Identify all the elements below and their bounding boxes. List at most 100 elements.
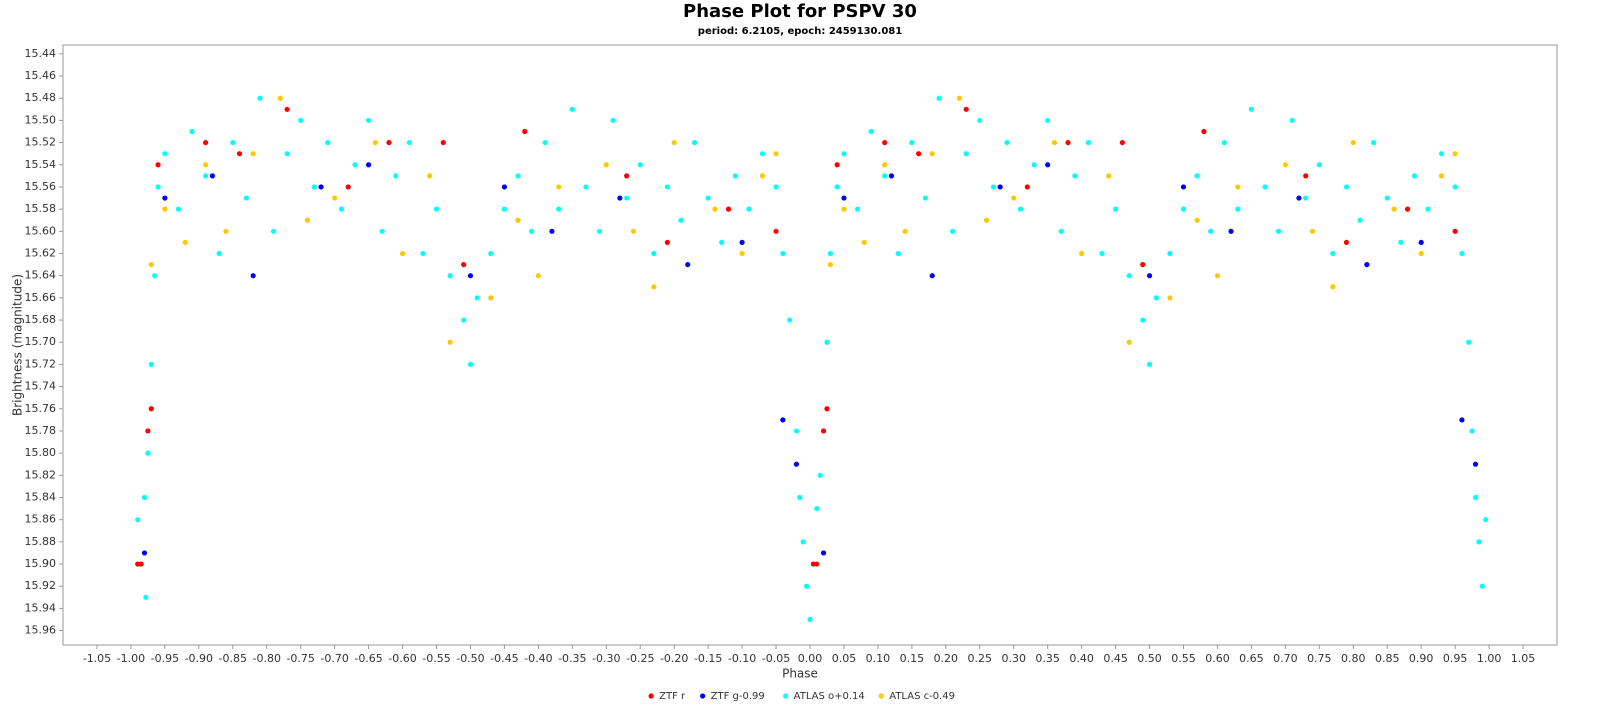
data-point [365,162,372,168]
data-point [189,128,195,135]
data-point [617,195,623,201]
data-point [1140,317,1146,323]
data-point [804,583,810,589]
data-point [1167,250,1173,257]
data-point [1483,517,1489,523]
data-point [284,106,290,112]
data-point [1418,250,1424,257]
data-point [332,195,338,201]
legend-marker [783,693,789,699]
y-tick-label: 15.90 [25,557,57,570]
data-point [950,228,956,234]
x-tick-label: 0.00 [798,652,823,665]
data-point [488,250,494,257]
data-point [882,162,888,168]
data-point [406,139,412,146]
data-point [1065,139,1071,146]
data-point [630,228,637,234]
data-point [569,106,575,112]
y-tick-label: 15.78 [25,424,57,437]
data-point [1248,106,1255,112]
x-tick-label: 0.15 [900,652,925,665]
y-tick-label: 15.66 [25,291,57,304]
x-tick-label: -0.05 [762,652,790,665]
data-point [1330,250,1336,257]
data-point [270,228,277,234]
x-tick-label: 1.00 [1477,652,1502,665]
data-point [746,206,752,212]
x-tick-label: 0.05 [832,652,857,665]
data-point [461,317,467,323]
x-tick-label: -0.95 [151,652,179,665]
data-point [379,228,385,234]
data-point [820,550,827,556]
data-point [338,206,345,212]
x-tick-label: -0.20 [660,652,688,665]
data-point [162,195,168,201]
y-tick-label: 15.62 [25,247,57,260]
data-point [909,139,915,146]
data-point [882,173,888,179]
data-point [963,151,969,157]
data-point [284,151,290,157]
x-tick-label: -0.25 [626,652,654,665]
data-point [1330,284,1336,290]
data-point [522,128,528,135]
data-point [209,173,215,179]
data-point [817,472,823,478]
x-tick-label: -1.05 [83,652,111,665]
data-point [501,206,508,212]
data-point [393,173,399,179]
data-point [827,261,833,268]
data-point [1146,361,1153,368]
data-point [793,428,800,434]
data-point [1119,139,1125,146]
data-point [556,184,562,190]
data-point [1228,228,1234,234]
data-point [182,239,188,246]
data-point [162,206,168,212]
y-tick-label: 15.56 [25,180,57,193]
data-point [148,406,154,412]
x-tick-label: 0.20 [934,652,959,665]
data-point [1214,273,1221,279]
x-tick-label: -0.85 [219,652,247,665]
data-point [1106,173,1112,179]
y-tick-label: 15.76 [25,402,57,415]
data-point [936,95,942,101]
x-tick-label: 0.95 [1443,652,1468,665]
data-point [691,139,698,146]
data-point [773,228,779,234]
data-point [929,273,935,279]
data-point [1031,162,1037,168]
data-point [678,217,684,223]
x-tick-label: -1.00 [117,652,145,665]
data-point [1194,173,1200,179]
data-point [882,139,888,146]
data-point [1438,151,1445,157]
data-point [1309,228,1316,234]
x-tick-label: 0.55 [1171,652,1196,665]
data-point [773,151,779,157]
data-point [304,217,311,223]
data-point [1126,273,1132,279]
data-point [759,173,766,179]
y-tick-label: 15.50 [25,113,57,126]
data-point [1357,217,1363,223]
data-point [1079,250,1085,257]
data-point [1235,184,1241,190]
x-tick-label: -0.40 [524,652,552,665]
y-tick-label: 15.84 [25,490,57,503]
data-point [793,461,800,467]
data-point [1045,162,1051,168]
legend-label: ATLAS o+0.14 [794,691,865,702]
data-point [1411,173,1417,179]
data-point [1479,583,1485,589]
data-point [1235,206,1241,212]
data-point [1472,461,1479,467]
y-tick-label: 15.72 [25,357,57,370]
data-point [143,594,149,600]
data-point [1425,206,1431,212]
y-tick-label: 15.70 [25,335,57,348]
